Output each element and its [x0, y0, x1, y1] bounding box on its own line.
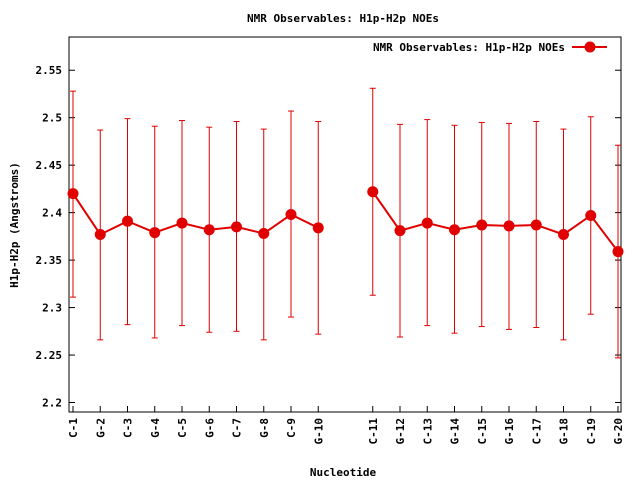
data-point	[449, 224, 460, 236]
series-line	[72, 193, 319, 236]
data-point	[203, 224, 215, 236]
series	[67, 87, 624, 359]
data-point	[258, 228, 270, 240]
x-tick-label: C-19	[585, 418, 598, 445]
y-tick-label: 2.5	[42, 112, 62, 125]
data-point	[421, 217, 433, 229]
y-axis: 2.2 2.25 2.3 2.35 2.4 2.45 2.5 2.55	[36, 64, 621, 410]
x-tick-label: C-3	[122, 418, 135, 438]
x-tick-label: C-1	[67, 418, 80, 438]
y-tick-label: 2.3	[42, 302, 62, 315]
x-tick-label: G-20	[612, 418, 625, 445]
data-point	[476, 219, 488, 231]
x-tick-label: G-2	[94, 418, 107, 438]
x-tick-label: G-6	[203, 418, 216, 438]
data-point	[231, 221, 242, 233]
x-tick-label: G-14	[449, 418, 462, 445]
data-point	[285, 209, 297, 221]
data-point	[585, 209, 597, 221]
legend-label: NMR Observables: H1p-H2p NOEs	[373, 41, 565, 54]
data-point	[149, 227, 161, 239]
y-tick-label: 2.2	[42, 397, 62, 410]
y-axis-label: H1p-H2p (Angstroms)	[8, 162, 21, 288]
x-tick-label: G-18	[558, 418, 571, 445]
plot-frame	[68, 36, 622, 413]
data-point	[503, 220, 515, 232]
data-point	[367, 186, 379, 198]
y-tick-label: 2.25	[36, 349, 63, 362]
y-tick-label: 2.35	[36, 254, 63, 267]
y-tick-label: 2.4	[42, 207, 62, 220]
x-tick-label: C-13	[421, 418, 434, 445]
x-tick-label: C-9	[285, 418, 298, 438]
x-tick-label: C-15	[476, 418, 489, 445]
y-tick-label: 2.45	[36, 159, 63, 172]
data-point	[312, 222, 324, 234]
data-point	[67, 188, 79, 200]
data-point	[394, 225, 406, 237]
x-tick-label: C-17	[530, 418, 543, 445]
x-axis: C-1 G-2 C-3 G-4 C-5 G-6 C-7 G-8 C-9 G-10 C-11 G-12 C…	[67, 406, 625, 445]
x-axis-label: Nucleotide	[310, 466, 377, 479]
data-point	[122, 215, 133, 227]
x-tick-label: G-8	[258, 418, 271, 438]
data-point	[530, 219, 542, 231]
x-tick-label: C-7	[231, 418, 244, 438]
x-tick-label: G-16	[503, 418, 516, 445]
legend: NMR Observables: H1p-H2p NOEs	[373, 41, 607, 54]
data-point	[612, 246, 624, 258]
legend-marker	[584, 41, 596, 53]
data-point	[94, 228, 106, 240]
y-tick-label: 2.55	[36, 64, 63, 77]
x-tick-label: G-10	[312, 418, 325, 445]
x-tick-label: C-11	[367, 418, 380, 445]
chart-title: NMR Observables: H1p-H2p NOEs	[247, 12, 439, 25]
x-tick-label: G-4	[149, 418, 162, 438]
x-tick-label: G-12	[394, 418, 407, 445]
series-line	[371, 191, 619, 253]
data-point	[558, 228, 569, 240]
x-tick-label: C-5	[176, 418, 189, 438]
data-point	[176, 217, 188, 229]
